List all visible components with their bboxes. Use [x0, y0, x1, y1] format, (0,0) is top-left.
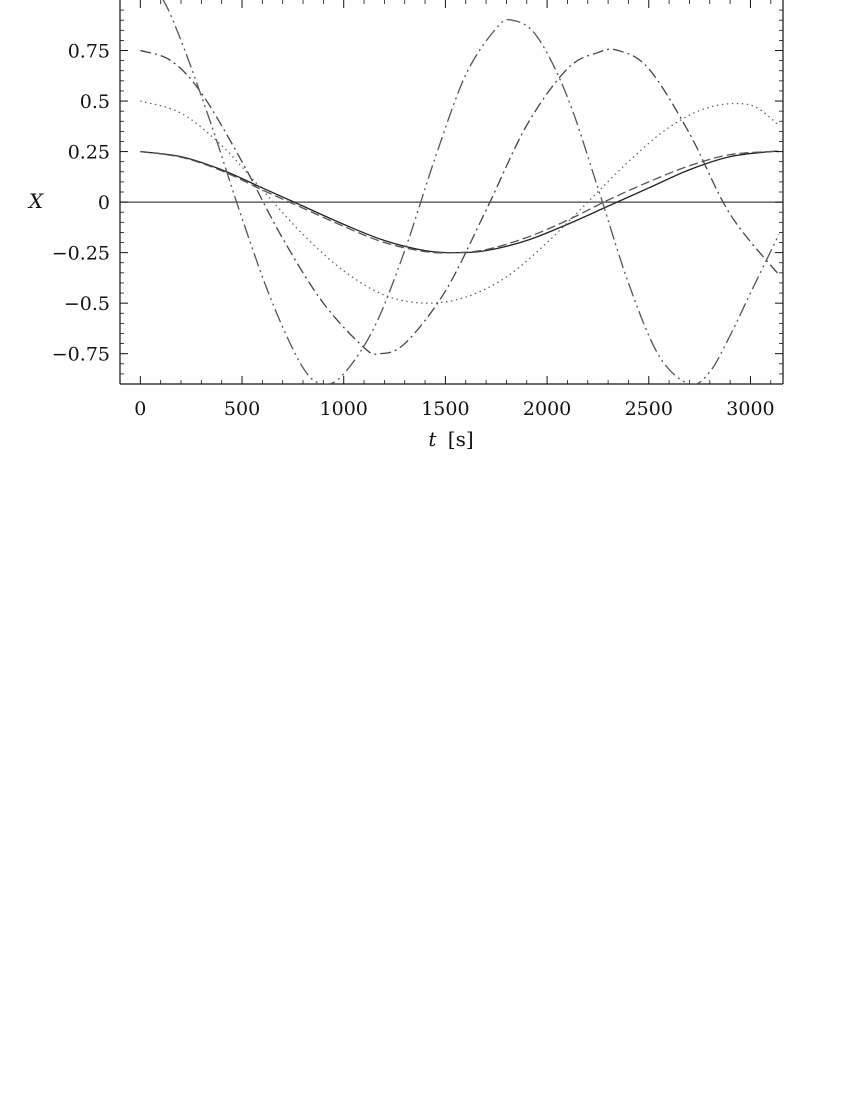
x-axis-label: t [s] [428, 427, 473, 451]
y-tick-label: 0.75 [68, 41, 110, 63]
series-line-3-dotted [140, 100, 780, 304]
y-tick-label: −0.75 [52, 344, 110, 366]
x-axis-label-unit: [s] [448, 427, 474, 451]
y-tick-label: −0.5 [64, 293, 110, 315]
plot-frame [119, 0, 784, 385]
y-axis-label: X [27, 189, 44, 213]
series-line-4-dash-dot [140, 48, 780, 355]
series-line-5-dash-dot-dot [162, 0, 780, 384]
x-tick-label: 2000 [523, 398, 571, 420]
series-line-1-solid [140, 150, 779, 254]
x-tick-label: 500 [224, 398, 260, 420]
x-axis-label-variable: t [428, 427, 437, 451]
series-group [140, 0, 780, 384]
y-tick-label: 0 [98, 192, 110, 214]
x-tick-label: 1500 [421, 398, 469, 420]
axis-ticks [120, 0, 783, 384]
y-tick-label: 0.5 [80, 91, 110, 113]
y-tick-label: −0.25 [52, 243, 110, 265]
x-tick-label: 1000 [320, 398, 368, 420]
tick-labels: 0 500 1000 1500 2000 2500 3000 0.75 0.5 0.25 0 −0.2… [52, 41, 775, 420]
x-tick-label: 2500 [625, 398, 673, 420]
y-tick-label: 0.25 [68, 142, 110, 164]
x-tick-label: 3000 [726, 398, 774, 420]
x-tick-label: 0 [134, 398, 146, 420]
series-line-2-dashed [140, 150, 779, 254]
